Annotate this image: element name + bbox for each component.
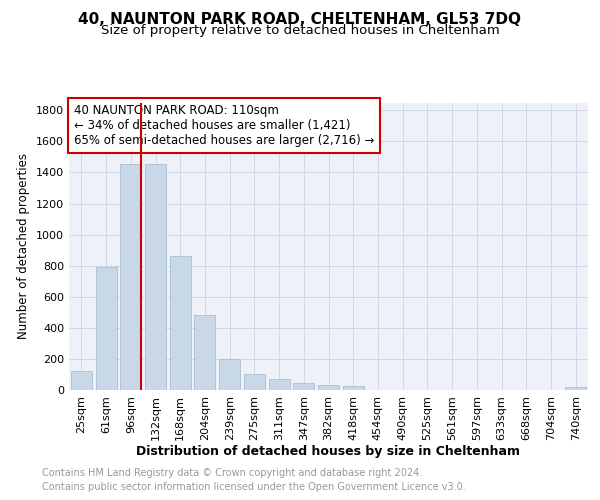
Y-axis label: Number of detached properties: Number of detached properties (17, 153, 31, 340)
Bar (170, 256, 191, 390)
Bar (120, 164, 141, 390)
Text: Contains HM Land Registry data © Crown copyright and database right 2024.: Contains HM Land Registry data © Crown c… (42, 468, 422, 477)
Text: Size of property relative to detached houses in Cheltenham: Size of property relative to detached ho… (101, 24, 499, 37)
Bar (194, 316, 215, 390)
Bar (565, 387, 586, 390)
Bar (145, 164, 166, 390)
Text: 40 NAUNTON PARK ROAD: 110sqm
← 34% of detached houses are smaller (1,421)
65% of: 40 NAUNTON PARK ROAD: 110sqm ← 34% of de… (74, 104, 374, 147)
Bar (269, 380, 290, 390)
Bar (95, 267, 116, 390)
Bar (244, 374, 265, 390)
Bar (343, 386, 364, 390)
X-axis label: Distribution of detached houses by size in Cheltenham: Distribution of detached houses by size … (137, 446, 521, 458)
Bar (71, 372, 92, 390)
Bar (293, 382, 314, 390)
Text: Contains public sector information licensed under the Open Government Licence v3: Contains public sector information licen… (42, 482, 466, 492)
Bar (219, 359, 240, 390)
Bar (318, 385, 339, 390)
Text: 40, NAUNTON PARK ROAD, CHELTENHAM, GL53 7DQ: 40, NAUNTON PARK ROAD, CHELTENHAM, GL53 … (79, 12, 521, 28)
